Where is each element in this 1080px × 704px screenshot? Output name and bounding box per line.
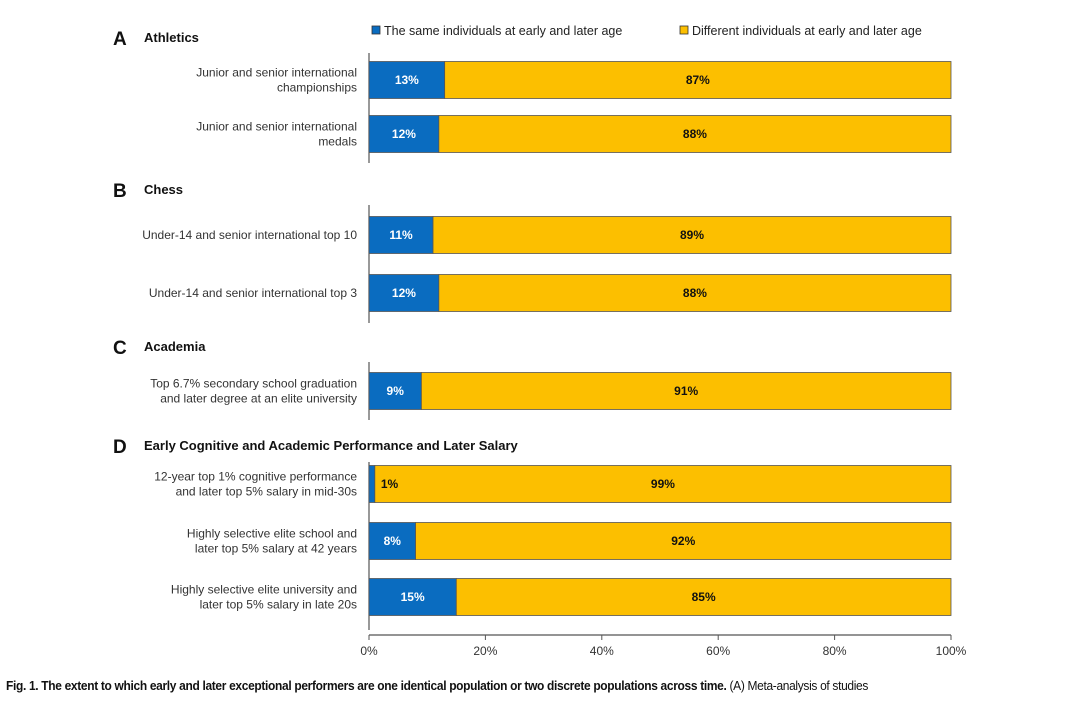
section-letter-a: A [113,29,127,50]
category-label: and later degree at an elite university [160,392,357,406]
stacked-bar-chart: The same individuals at early and later … [113,24,967,658]
x-tick-label: 40% [590,644,614,658]
category-label: Junior and senior international [196,120,357,134]
data-label-same: 8% [384,534,402,548]
bar-segment-different [438,274,952,312]
data-label-different: 99% [651,477,675,491]
legend-swatch-different [679,25,689,35]
category-label: Top 6.7% secondary school graduation [150,377,357,391]
legend-label-different: Different individuals at early and later… [692,24,922,38]
bar-segment-different [415,522,952,560]
category-label: championships [277,81,357,95]
data-label-different: 91% [674,384,698,398]
section-letter-d: D [113,437,127,458]
category-label: Junior and senior international [196,66,357,80]
data-label-same: 9% [387,384,405,398]
category-label: later top 5% salary in late 20s [200,598,357,612]
data-label-same: 13% [395,73,419,87]
caption-bold: Fig. 1. The extent to which early and la… [6,678,727,693]
category-label: 12-year top 1% cognitive performance [154,470,357,484]
bar-segment-different [420,372,952,410]
data-label-same: 15% [401,590,425,604]
bar-segment-different [432,216,952,254]
data-label-same: 12% [392,127,416,141]
section-letter-b: B [113,181,127,202]
bar-segment-same [368,465,376,503]
category-label: later top 5% salary at 42 years [195,542,357,556]
figure-caption: Fig. 1. The extent to which early and la… [6,678,994,693]
data-label-same: 11% [389,228,413,242]
bar-segment-different [438,115,952,153]
data-label-same: 12% [392,286,416,300]
section-title-a: Athletics [144,30,199,45]
category-label: medals [318,135,357,149]
section-letter-c: C [113,338,127,359]
data-label-different: 87% [686,73,710,87]
bar-segment-different [374,465,952,503]
legend-label-same: The same individuals at early and later … [384,24,622,38]
x-tick-label: 60% [706,644,730,658]
caption-rest: (A) Meta-analysis of studies [726,678,869,693]
section-title-d: Early Cognitive and Academic Performance… [144,438,519,453]
x-tick-label: 80% [823,644,847,658]
category-label: Under-14 and senior international top 3 [149,286,357,300]
bar-segment-same [368,522,416,560]
data-label-different: 89% [680,228,704,242]
data-label-same: 1% [381,477,399,491]
data-label-different: 88% [683,286,707,300]
data-label-different: 88% [683,127,707,141]
x-tick-label: 100% [936,644,967,658]
category-label: Highly selective elite university and [171,583,357,597]
category-label: Highly selective elite school and [187,527,357,541]
data-label-different: 92% [671,534,695,548]
x-tick-label: 20% [473,644,497,658]
bar-segment-same [368,578,457,616]
x-tick-label: 0% [360,644,378,658]
section-title-c: Academia [144,339,206,354]
bar-segment-same [368,115,440,153]
bar-segment-same [368,274,440,312]
bar-segment-different [444,61,952,99]
bar-segment-different [455,578,952,616]
data-label-different: 85% [692,590,716,604]
category-label: Under-14 and senior international top 10 [142,228,357,242]
bar-segment-same [368,372,422,410]
section-title-b: Chess [144,182,183,197]
legend-swatch-same [371,25,381,35]
category-label: and later top 5% salary in mid-30s [176,485,357,499]
